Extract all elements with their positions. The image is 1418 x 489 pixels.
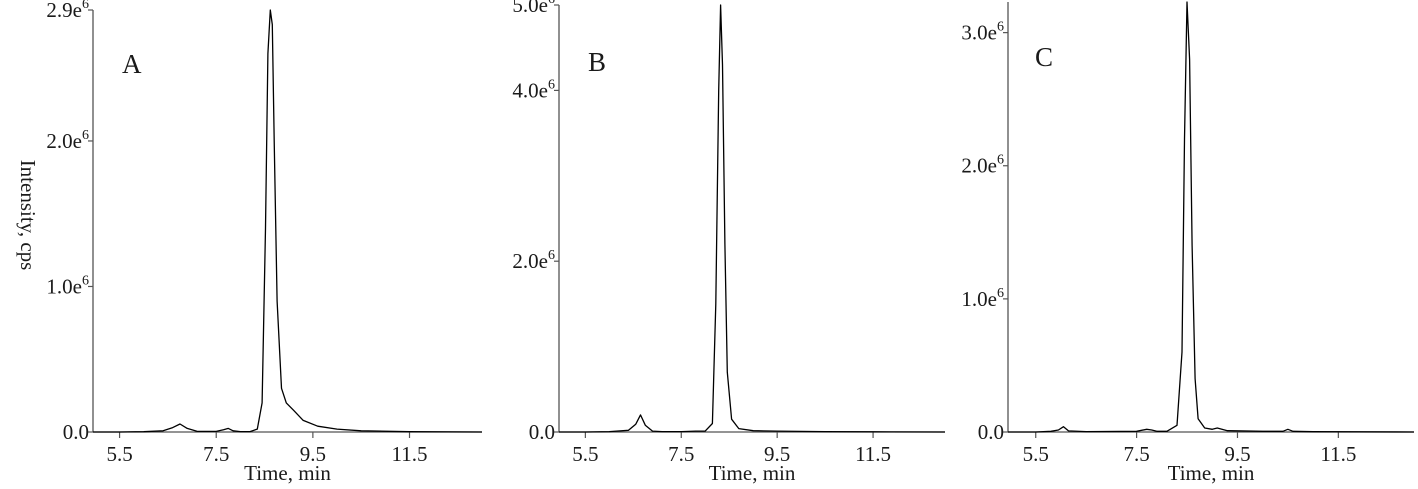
chromatogram-trace <box>1008 1 1415 433</box>
y-tick-label: 0.0 <box>529 420 555 444</box>
y-tick-label: 2.0e6 <box>961 153 1004 178</box>
y-tick-label: 5.0e6 <box>512 0 555 17</box>
x-tick-label: 9.5 <box>1224 442 1250 466</box>
y-tick-label: 2.0e6 <box>512 248 555 273</box>
x-axis-title: Time, min <box>244 461 331 485</box>
y-tick-label: 4.0e6 <box>512 77 555 102</box>
y-tick-label: 1.0e6 <box>961 286 1004 311</box>
y-tick-label: 3.0e6 <box>961 20 1004 45</box>
panel-b: 0.0 2.0e6 4.0e6 5.0e6 5.5 7.5 9.5 11.5 Time, min… <box>512 0 946 485</box>
panel-letter: C <box>1035 42 1053 72</box>
chromatogram-trace <box>93 9 483 433</box>
x-tick-label: 7.5 <box>668 442 694 466</box>
y-tick-label: 0.0 <box>63 420 89 444</box>
y-axis-title: Intensity, cps <box>16 160 40 271</box>
y-tick-label: 2.9e6 <box>46 0 89 22</box>
x-axis-title: Time, min <box>1168 461 1255 485</box>
panel-a: 0.0 1.0e6 2.0e6 2.9e6 5.5 7.5 9.5 11.5 Time, min… <box>16 0 483 485</box>
x-tick-label: 5.5 <box>106 442 132 466</box>
x-axis-title: Time, min <box>709 461 796 485</box>
x-tick-label: 9.5 <box>300 442 326 466</box>
x-tick-label: 9.5 <box>764 442 790 466</box>
x-tick-label: 5.5 <box>572 442 598 466</box>
panel-c: 0.0 1.0e6 2.0e6 3.0e6 5.5 7.5 9.5 11.5 Time, min… <box>961 1 1415 485</box>
chromatogram-trace <box>559 4 946 433</box>
x-tick-label: 11.5 <box>855 442 891 466</box>
x-tick-label: 5.5 <box>1023 442 1049 466</box>
x-tick-label: 11.5 <box>1320 442 1356 466</box>
y-tick-label: 1.0e6 <box>46 273 89 298</box>
panel-letter: B <box>588 47 606 77</box>
y-tick-label: 0.0 <box>978 420 1004 444</box>
x-tick-label: 7.5 <box>203 442 229 466</box>
x-tick-label: 11.5 <box>392 442 428 466</box>
panel-letter: A <box>122 49 142 79</box>
x-tick-label: 7.5 <box>1123 442 1149 466</box>
y-tick-label: 2.0e6 <box>46 128 89 153</box>
